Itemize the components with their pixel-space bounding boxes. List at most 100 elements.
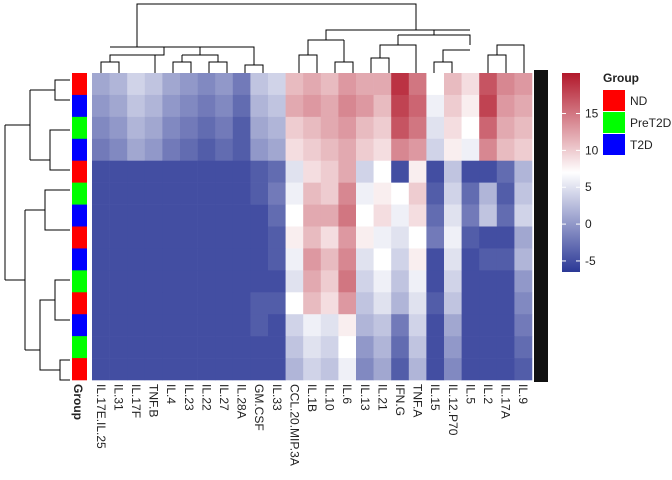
heat-cell	[338, 116, 357, 140]
group-cell	[72, 160, 87, 183]
heat-cell	[514, 336, 533, 359]
heat-cell	[215, 138, 234, 162]
heat-cell	[426, 160, 445, 183]
heat-cell	[373, 336, 392, 359]
heat-cell	[391, 314, 410, 337]
heat-cell	[373, 292, 392, 315]
column-label: IL.31	[111, 384, 125, 411]
heat-cell	[444, 182, 462, 205]
heat-cell	[268, 138, 286, 162]
heat-cell	[426, 336, 445, 359]
heat-cell	[426, 358, 445, 381]
heat-cell	[320, 116, 339, 140]
heat-cell	[479, 336, 498, 359]
heat-cell	[479, 94, 498, 118]
heat-cell	[426, 226, 445, 249]
heat-cell	[197, 248, 216, 271]
heat-cell	[109, 248, 128, 271]
heat-cell	[479, 182, 498, 205]
heat-cell	[250, 94, 269, 118]
heat-cell	[285, 182, 304, 205]
heat-cell	[285, 138, 304, 162]
heat-cell	[514, 204, 533, 227]
heat-cell	[92, 116, 110, 140]
heat-cell	[162, 160, 181, 183]
column-label: IL.4	[164, 384, 178, 404]
heat-cell	[391, 73, 410, 96]
heat-cell	[144, 182, 163, 205]
heat-cell	[127, 358, 146, 381]
heat-cell	[268, 270, 286, 293]
group-cell	[72, 358, 87, 381]
heat-cell	[444, 204, 462, 227]
heat-cell	[426, 292, 445, 315]
heat-cell	[356, 204, 374, 227]
heat-cell	[356, 160, 374, 183]
legend-swatch	[603, 112, 625, 133]
group-cell	[72, 94, 87, 118]
heat-cell	[268, 358, 286, 381]
heat-cell	[356, 292, 374, 315]
heat-cell	[479, 116, 498, 140]
heat-cell	[162, 73, 181, 96]
heat-cell	[373, 270, 392, 293]
heat-cell	[391, 226, 410, 249]
heat-cell	[180, 336, 198, 359]
heat-cell	[461, 270, 480, 293]
heat-cell	[127, 73, 146, 96]
heat-cell	[180, 292, 198, 315]
heat-cell	[408, 292, 427, 315]
heat-cell	[408, 160, 427, 183]
heat-cell	[320, 204, 339, 227]
heat-cell	[144, 292, 163, 315]
heat-cell	[373, 226, 392, 249]
heat-cell	[180, 358, 198, 381]
group-cell	[72, 73, 87, 96]
heat-cell	[408, 204, 427, 227]
heat-cell	[232, 292, 251, 315]
colorbar-tick-label: 15	[585, 107, 599, 121]
column-label: IL.2	[481, 384, 495, 404]
heat-cell	[496, 94, 515, 118]
colorbar	[562, 73, 580, 272]
heat-cell	[461, 336, 480, 359]
legend-title: Group	[603, 71, 639, 85]
heat-cell	[496, 204, 515, 227]
column-label: IL.5	[463, 384, 477, 404]
heat-cell	[356, 116, 374, 140]
heat-cell	[514, 138, 533, 162]
heat-cell	[180, 226, 198, 249]
heat-cell	[92, 336, 110, 359]
column-label: IL.9	[516, 384, 530, 404]
group-cell	[72, 116, 87, 140]
heat-cell	[479, 314, 498, 337]
heat-cell	[391, 358, 410, 381]
row-labels-overlap	[534, 70, 548, 382]
heat-cell	[109, 292, 128, 315]
heat-cell	[514, 314, 533, 337]
heat-cell	[391, 94, 410, 118]
heat-cell	[144, 160, 163, 183]
heat-cell	[408, 248, 427, 271]
heat-cell	[250, 182, 269, 205]
heat-cell	[391, 292, 410, 315]
heat-cell	[391, 204, 410, 227]
heat-cell	[356, 358, 374, 381]
heat-cell	[303, 248, 322, 271]
heat-cell	[127, 314, 146, 337]
heat-cell	[320, 94, 339, 118]
colorbar-tick-label: 5	[585, 180, 592, 194]
heat-cell	[514, 358, 533, 381]
heat-cell	[514, 226, 533, 249]
heat-cell	[268, 226, 286, 249]
heat-cell	[338, 182, 357, 205]
heat-cell	[496, 138, 515, 162]
heat-cell	[215, 336, 234, 359]
heat-cell	[215, 73, 234, 96]
column-dendrogram	[100, 3, 525, 74]
heat-cell	[268, 336, 286, 359]
heat-cell	[162, 358, 181, 381]
heat-cell	[514, 248, 533, 271]
heat-cell	[197, 204, 216, 227]
